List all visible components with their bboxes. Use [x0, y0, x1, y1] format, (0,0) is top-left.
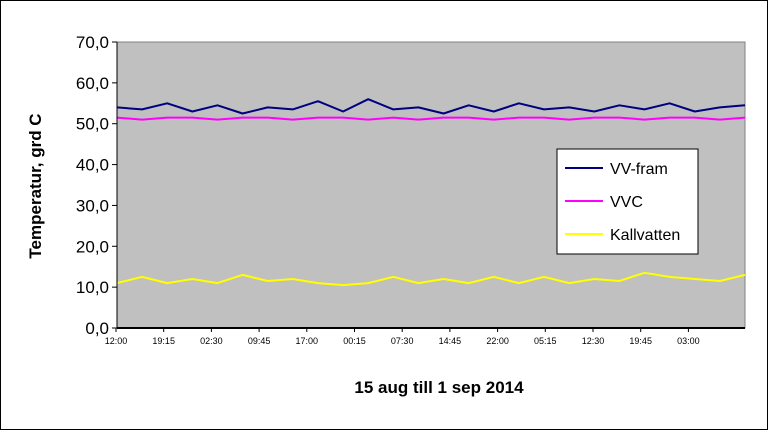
y-axis-title: Temperatur, grd C	[26, 113, 45, 258]
y-tick-label: 40,0	[76, 156, 109, 175]
x-tick-label: 12:00	[105, 336, 128, 346]
y-tick-label: 30,0	[76, 196, 109, 215]
x-axis-title: 15 aug till 1 sep 2014	[354, 378, 524, 397]
y-tick-label: 50,0	[76, 115, 109, 134]
series-line-vv-fram	[116, 98, 746, 115]
legend-label: VVC	[610, 194, 643, 211]
x-tick-label: 19:45	[629, 336, 652, 346]
y-tick-label: 60,0	[76, 74, 109, 93]
y-tick-label: 20,0	[76, 237, 109, 256]
legend: VV-fram VVC Kallvatten	[556, 148, 699, 255]
x-tick-label: 17:00	[296, 336, 319, 346]
y-tick-label: 70,0	[76, 33, 109, 52]
y-tick-label: 10,0	[76, 278, 109, 297]
x-tick-label: 22:00	[486, 336, 509, 346]
x-tick-label: 09:45	[248, 336, 271, 346]
series-line-vvc	[116, 116, 746, 121]
series-line-kallvatten	[116, 271, 746, 287]
x-tick-label: 19:15	[152, 336, 175, 346]
x-tick-label: 02:30	[200, 336, 223, 346]
x-tick-label: 00:15	[343, 336, 366, 346]
x-tick-label: 14:45	[439, 336, 462, 346]
x-tick-label: 03:00	[677, 336, 700, 346]
legend-entries: VV-fram VVC Kallvatten	[565, 161, 680, 244]
x-axis-ticks: 12:00 19:15 02:30 09:45 17:00 00:15 07:30 14:45…	[105, 328, 700, 346]
y-axis-ticks: 0,0 10,0 20,0 30,0 40,0 50,0 60,0 70,0	[76, 33, 117, 338]
x-tick-label: 05:15	[534, 336, 557, 346]
x-tick-label: 07:30	[391, 336, 414, 346]
legend-label: Kallvatten	[610, 227, 680, 244]
x-tick-label: 12:30	[582, 336, 605, 346]
series-layer	[116, 98, 746, 287]
y-tick-label: 0,0	[85, 319, 109, 338]
legend-label: VV-fram	[610, 161, 668, 178]
